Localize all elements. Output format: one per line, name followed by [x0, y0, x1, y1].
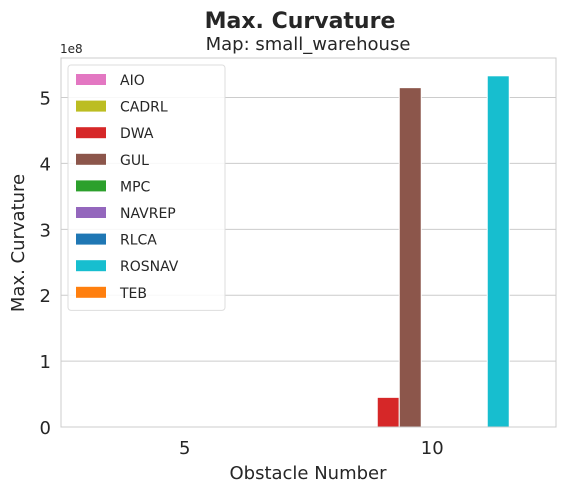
y-tick-label: 4 [40, 154, 51, 175]
y-tick-label: 2 [40, 286, 51, 307]
legend-swatch-navrep [76, 207, 106, 218]
legend-label-rlca: RLCA [120, 233, 157, 249]
bar-rosnav-10 [486, 75, 510, 428]
x-tick-label: 5 [179, 438, 190, 459]
y-tick-label: 3 [40, 220, 51, 241]
legend-label-mpc: MPC [120, 179, 151, 195]
chart-title: Max. Curvature [205, 9, 396, 34]
legend-label-aio: AIO [120, 73, 145, 89]
chart-subtitle: Map: small_warehouse [206, 34, 411, 55]
x-axis-label: Obstacle Number [229, 463, 387, 484]
y-tick-label: 0 [40, 418, 51, 439]
legend-label-gul: GUL [120, 153, 149, 169]
legend-label-dwa: DWA [120, 126, 154, 142]
legend: AIO CADRL DWA GUL MPC NAVREP RLCA ROSNAV TEB [67, 64, 226, 311]
bar-gul-10 [398, 87, 422, 428]
legend-label-navrep: NAVREP [120, 206, 176, 222]
legend-swatch-aio [76, 74, 106, 85]
bars-group [376, 75, 510, 428]
y-tick-label: 1 [40, 352, 51, 373]
plot-frame [60, 57, 557, 428]
bar-dwa-10 [376, 396, 400, 428]
legend-swatch-rosnav [76, 260, 106, 272]
y-axis-label: Max. Curvature [8, 174, 29, 312]
y-tick-label: 5 [40, 89, 51, 110]
y-axis-offset-label: 1e8 [60, 42, 83, 56]
legend-swatch-rlca [76, 233, 106, 245]
legend-swatch-mpc [76, 180, 106, 192]
legend-swatch-dwa [76, 127, 106, 139]
legend-label-cadrl: CADRL [120, 100, 168, 116]
x-tick-labels: 5 10 [179, 438, 444, 459]
x-tick-label: 10 [421, 438, 444, 459]
legend-swatch-cadrl [76, 100, 106, 112]
y-tick-labels: 0 1 2 3 4 5 [40, 89, 51, 439]
legend-label-teb: TEB [119, 286, 147, 302]
legend-label-rosnav: ROSNAV [120, 259, 179, 275]
legend-box [67, 64, 226, 311]
legend-swatch-gul [76, 153, 106, 165]
legend-swatch-teb [76, 286, 106, 298]
